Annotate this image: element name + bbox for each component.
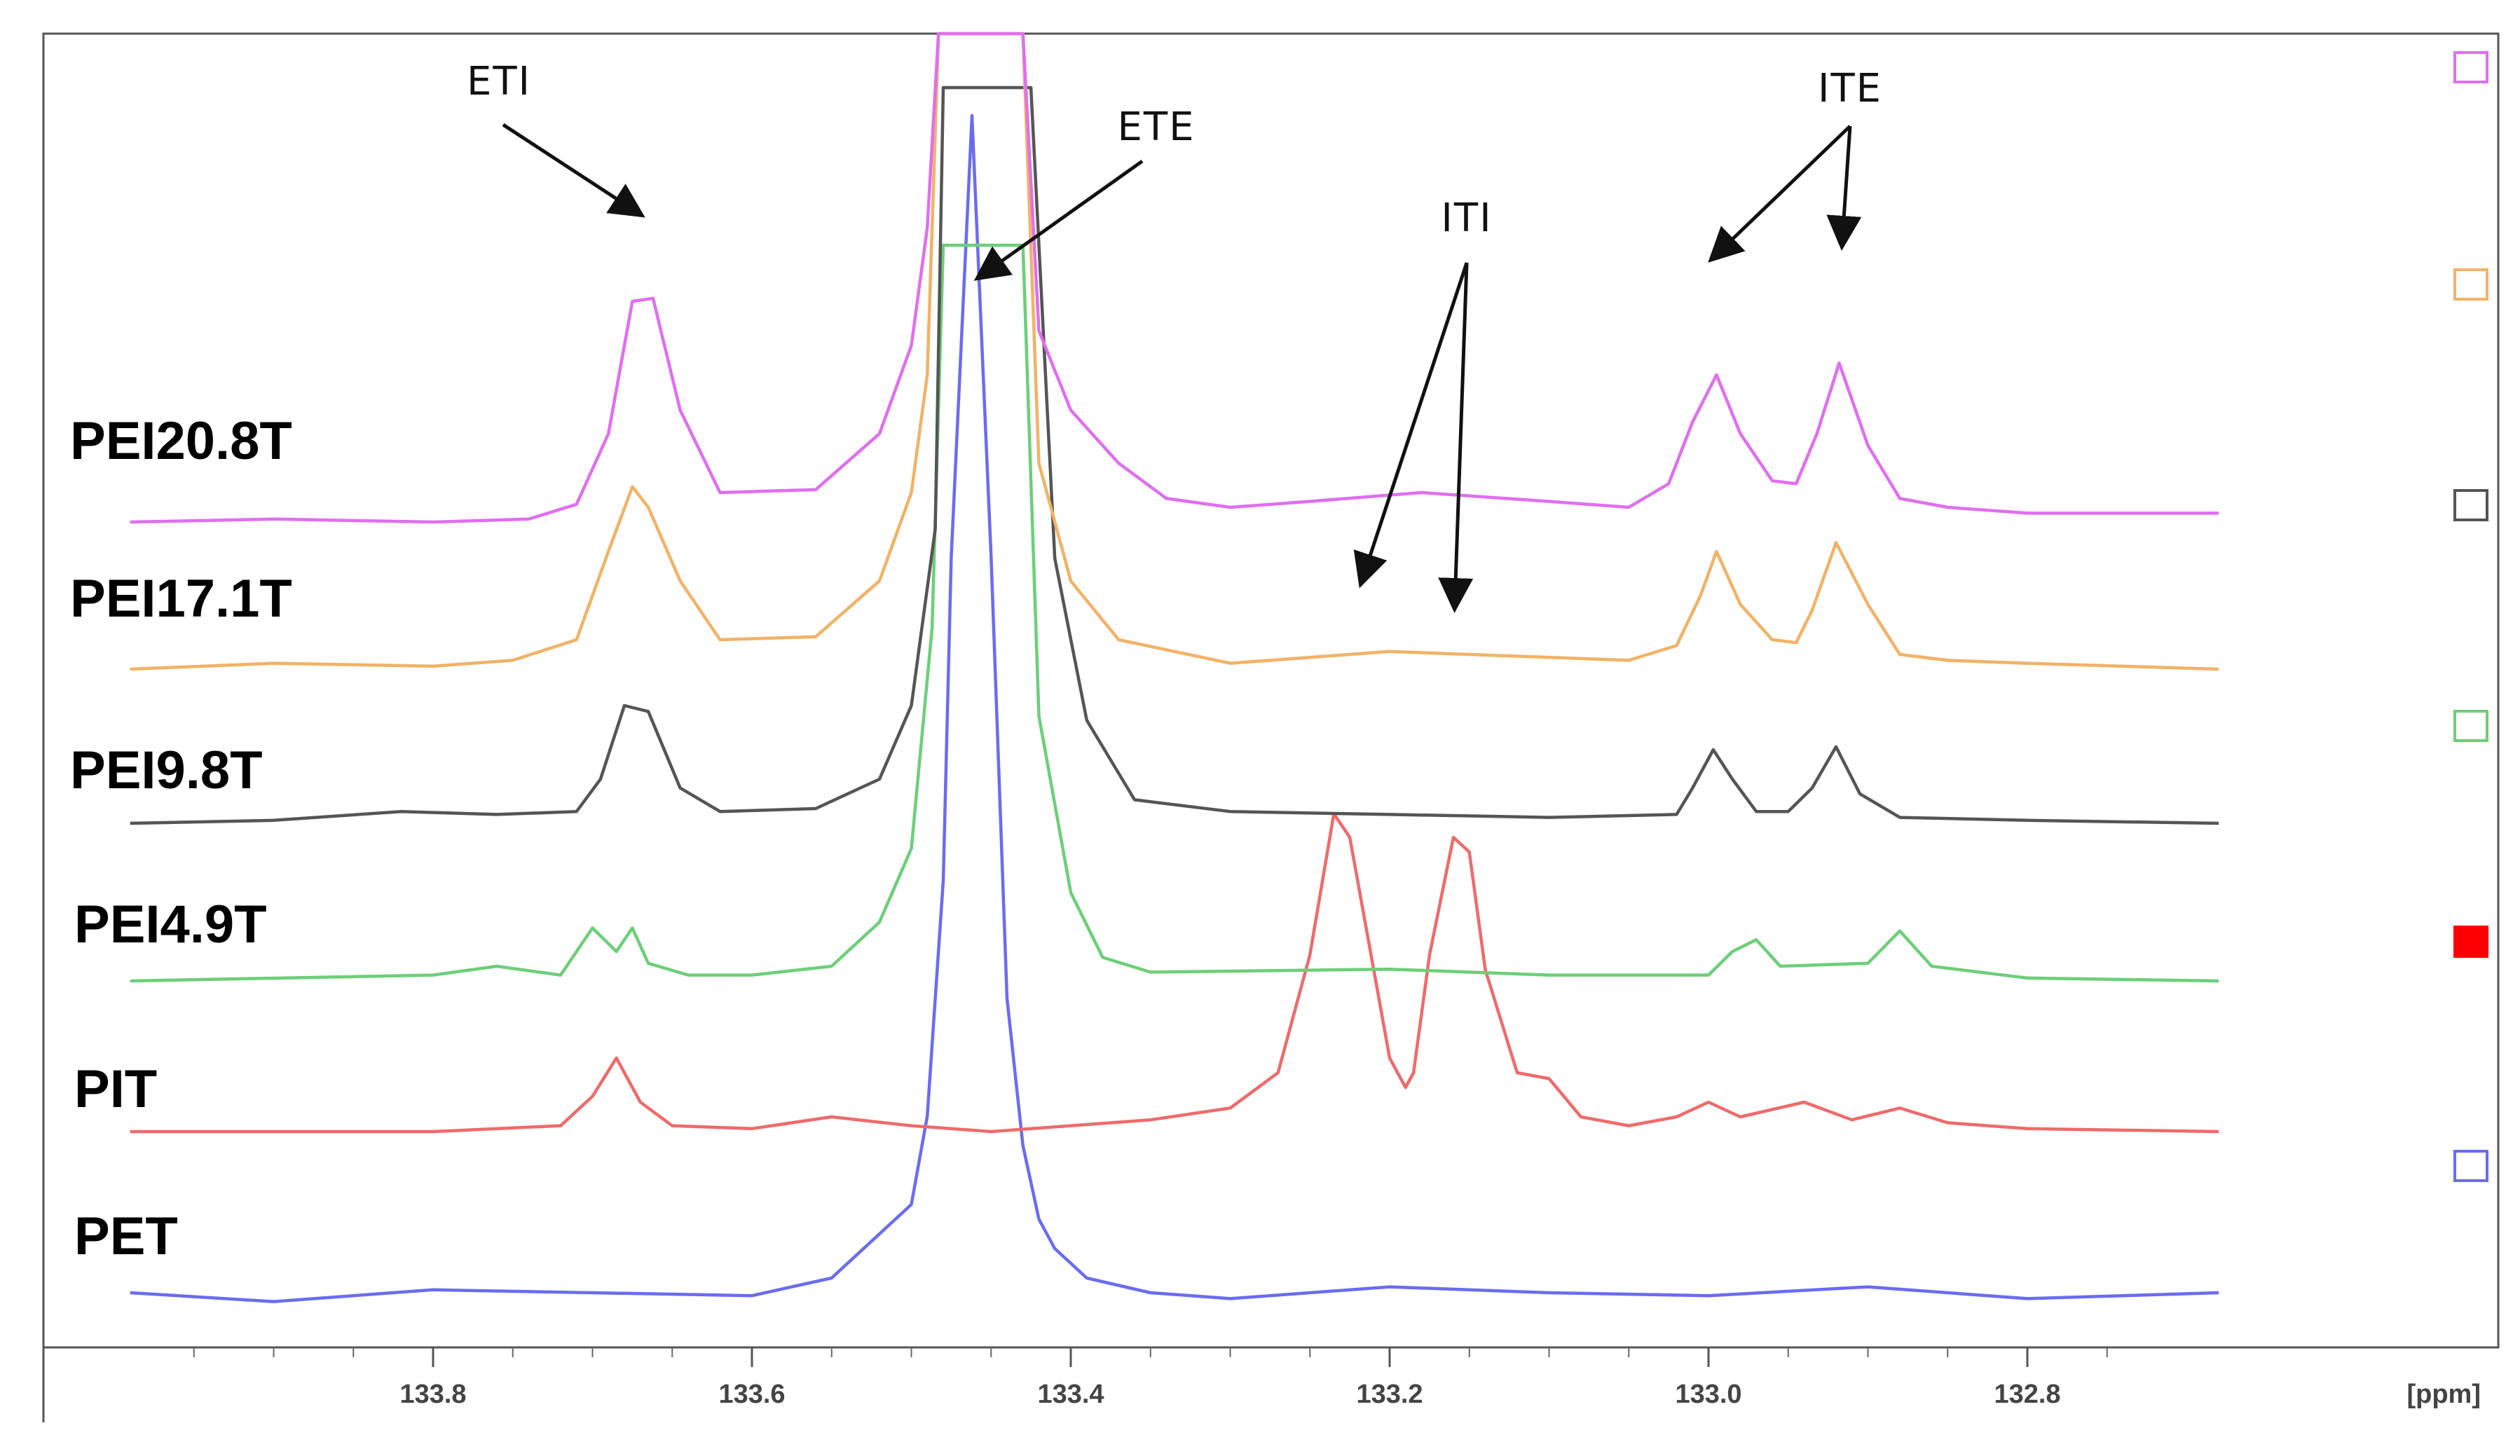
x-tick-label: 133.6 xyxy=(718,1380,785,1409)
spectrum-label-pei17-1t: PEI17.1T xyxy=(70,569,292,629)
spectrum-label-pit: PIT xyxy=(74,1059,157,1119)
x-axis: 133.8 133.6 133.4 133.2 133.0 132.8 [ppm] xyxy=(193,1347,2481,1409)
trace-pei17-1t xyxy=(130,32,2219,671)
annotation-eti-label: ETI xyxy=(467,59,531,104)
x-tick-label: 133.2 xyxy=(1356,1380,1423,1409)
legend-marker-pet xyxy=(2453,1150,2488,1182)
x-tick-label: 133.8 xyxy=(399,1380,466,1409)
annotation-ite-arrow-left xyxy=(1708,125,1851,263)
legend-marker-pit xyxy=(2453,926,2488,958)
x-axis-unit-label: [ppm] xyxy=(2406,1380,2481,1409)
legend-marker-pei17-1t xyxy=(2453,268,2488,301)
trace-pei4-9t xyxy=(130,243,2219,983)
peak-annotations: ETI ETE ITI ITE xyxy=(467,59,1882,613)
legend-marker-pei4-9t xyxy=(2453,710,2488,742)
trace-pei20-8t xyxy=(130,32,2219,524)
annotation-ite-label: ITE xyxy=(1818,66,1882,111)
annotation-ete-arrow xyxy=(973,159,1144,281)
x-tick-label: 133.4 xyxy=(1037,1380,1104,1409)
spectrum-label-pei9-8t: PEI9.8T xyxy=(70,741,263,800)
annotation-ete-label: ETE xyxy=(1118,104,1196,150)
spectrum-label-pei20-8t: PEI20.8T xyxy=(70,411,292,471)
spectrum-label-pet: PET xyxy=(74,1207,178,1266)
plot-frame xyxy=(42,32,2500,1349)
annotation-iti-arrow-left xyxy=(1353,262,1469,589)
x-tick-label: 132.8 xyxy=(1994,1380,2060,1409)
x-tick-label: 133.0 xyxy=(1675,1380,1741,1409)
annotation-ite-arrow-right xyxy=(1826,125,1862,251)
legend-marker-pei9-8t xyxy=(2453,489,2488,521)
legend-markers xyxy=(2453,51,2488,1182)
annotation-iti-arrow-right xyxy=(1438,262,1474,613)
spectrum-labels: PEI20.8T PEI17.1T PEI9.8T PEI4.9T PIT PET xyxy=(70,411,292,1266)
legend-marker-pei20-8t xyxy=(2453,51,2488,83)
trace-pit xyxy=(130,812,2219,1134)
annotation-iti-label: ITI xyxy=(1441,195,1492,241)
trace-pei9-8t xyxy=(130,85,2219,825)
annotation-eti-arrow xyxy=(502,123,645,218)
spectra-traces xyxy=(130,32,2219,1303)
spectrum-label-pei4-9t: PEI4.9T xyxy=(74,895,267,954)
trace-pet xyxy=(130,114,2219,1303)
